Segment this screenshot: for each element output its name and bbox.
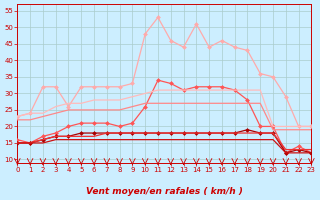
X-axis label: Vent moyen/en rafales ( km/h ): Vent moyen/en rafales ( km/h ): [86, 187, 243, 196]
